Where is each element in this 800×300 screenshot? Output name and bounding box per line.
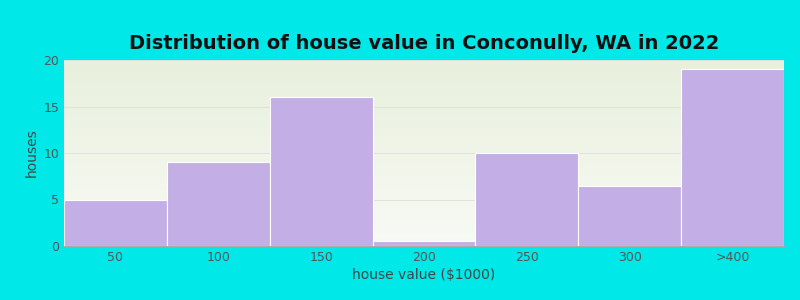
Y-axis label: houses: houses bbox=[25, 129, 39, 177]
Bar bbox=[578, 185, 681, 246]
Bar bbox=[475, 153, 578, 246]
Bar bbox=[270, 97, 373, 246]
Bar bbox=[167, 162, 270, 246]
Bar bbox=[681, 69, 784, 246]
Bar bbox=[373, 241, 475, 246]
Bar bbox=[64, 200, 167, 246]
Title: Distribution of house value in Conconully, WA in 2022: Distribution of house value in Conconull… bbox=[129, 34, 719, 53]
X-axis label: house value ($1000): house value ($1000) bbox=[352, 268, 496, 282]
